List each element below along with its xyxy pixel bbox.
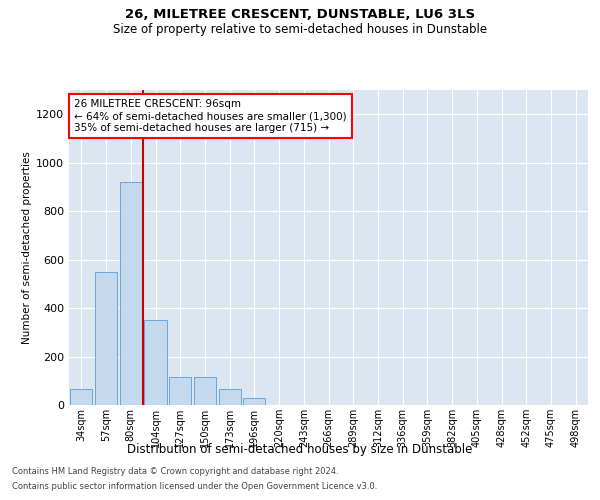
Bar xyxy=(70,389,92,405)
Text: 26 MILETREE CRESCENT: 96sqm
← 64% of semi-detached houses are smaller (1,300)
35: 26 MILETREE CRESCENT: 96sqm ← 64% of sem… xyxy=(74,100,347,132)
Text: Contains public sector information licensed under the Open Government Licence v3: Contains public sector information licen… xyxy=(12,482,377,491)
Bar xyxy=(145,320,167,405)
Text: Distribution of semi-detached houses by size in Dunstable: Distribution of semi-detached houses by … xyxy=(127,442,473,456)
Bar xyxy=(169,377,191,405)
Bar xyxy=(119,182,142,405)
Bar xyxy=(218,389,241,405)
Y-axis label: Number of semi-detached properties: Number of semi-detached properties xyxy=(22,151,32,344)
Bar xyxy=(194,377,216,405)
Text: Size of property relative to semi-detached houses in Dunstable: Size of property relative to semi-detach… xyxy=(113,22,487,36)
Bar xyxy=(243,398,265,405)
Bar xyxy=(95,272,117,405)
Text: Contains HM Land Registry data © Crown copyright and database right 2024.: Contains HM Land Registry data © Crown c… xyxy=(12,467,338,476)
Text: 26, MILETREE CRESCENT, DUNSTABLE, LU6 3LS: 26, MILETREE CRESCENT, DUNSTABLE, LU6 3L… xyxy=(125,8,475,20)
